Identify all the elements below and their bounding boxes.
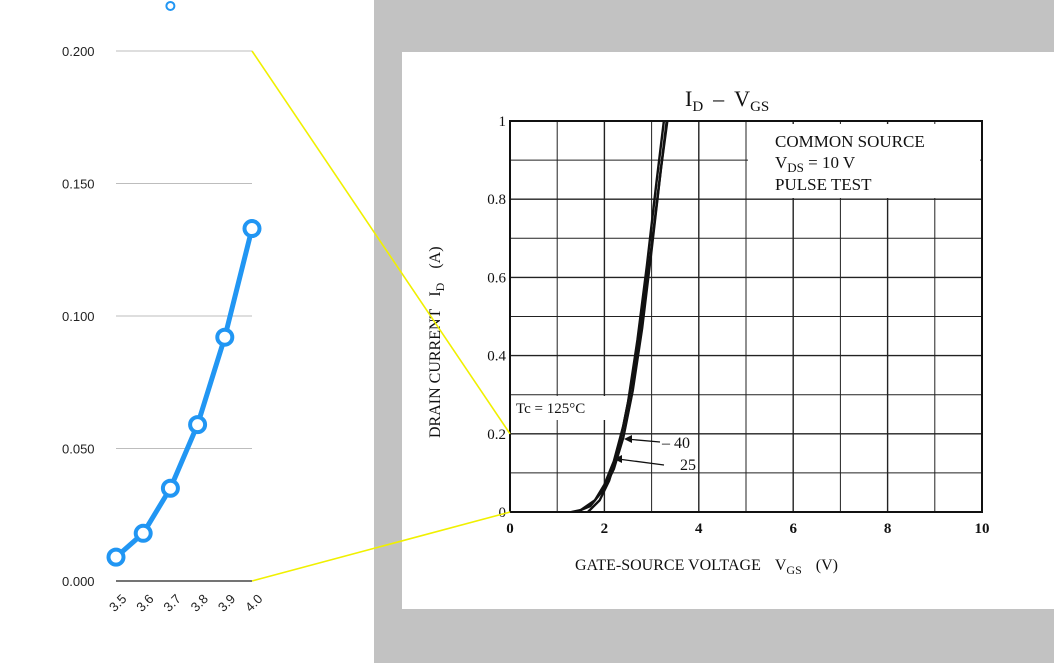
curve-label-minus40: – 40 bbox=[624, 435, 690, 452]
left-y-tick: 0.200 bbox=[62, 44, 95, 59]
annotation-box bbox=[748, 124, 980, 198]
left-y-tick: 0.100 bbox=[62, 309, 95, 324]
left-y-tick: 0.000 bbox=[62, 574, 95, 589]
datasheet-x-tick: 10 bbox=[975, 521, 990, 537]
left-y-tick-labels: 0.000 0.050 0.100 0.150 0.200 bbox=[62, 44, 95, 589]
chart-title: ID – VGS bbox=[685, 86, 769, 115]
datasheet-curve-125 bbox=[587, 121, 666, 512]
left-clipped-point bbox=[165, 0, 176, 11]
left-x-tick-labels: 3.5 3.6 3.7 3.8 3.9 4.0 bbox=[106, 591, 265, 614]
datasheet-x-tick: 8 bbox=[884, 521, 892, 537]
left-x-tick: 3.8 bbox=[188, 591, 211, 614]
datasheet-y-tick: 1 bbox=[499, 114, 507, 130]
left-x-tick: 3.5 bbox=[106, 591, 129, 614]
datasheet-x-tick: 2 bbox=[601, 521, 609, 537]
left-y-tick: 0.050 bbox=[62, 442, 95, 457]
datasheet-x-tick-labels: 0 2 4 6 8 10 bbox=[506, 521, 989, 537]
datasheet-y-tick: 0 bbox=[499, 505, 507, 521]
y-axis-label: DRAIN CURRENTID(A) bbox=[427, 246, 447, 438]
left-data-point bbox=[106, 547, 126, 567]
datasheet-curve-25 bbox=[575, 121, 668, 512]
left-x-tick: 4.0 bbox=[242, 591, 265, 614]
left-data-point bbox=[215, 327, 235, 347]
connector-top bbox=[251, 50, 511, 435]
connector-bottom bbox=[251, 511, 511, 582]
datasheet-grid bbox=[510, 121, 982, 512]
datasheet-y-tick: 0.2 bbox=[487, 427, 506, 443]
datasheet-y-tick-labels: 0 0.2 0.4 0.6 0.8 1 bbox=[487, 114, 506, 521]
tc-label-box bbox=[512, 396, 608, 420]
plot-frame bbox=[509, 120, 983, 513]
left-y-tick: 0.150 bbox=[62, 177, 95, 192]
datasheet-x-tick: 6 bbox=[789, 521, 797, 537]
left-data-point bbox=[188, 415, 208, 435]
left-series-points bbox=[106, 0, 262, 567]
left-x-tick: 3.6 bbox=[133, 591, 156, 614]
left-data-point bbox=[160, 478, 180, 498]
datasheet-curve--40 bbox=[571, 121, 669, 512]
x-axis-label: GATE-SOURCE VOLTAGE VGS (V) bbox=[575, 557, 838, 577]
annotation-common-source: COMMON SOURCE bbox=[775, 132, 925, 151]
tc-label: Tc = 125°C bbox=[516, 401, 585, 417]
label-25: 25 bbox=[680, 457, 696, 474]
annotation-vds: VDS = 10 V bbox=[775, 153, 856, 175]
datasheet-x-tick: 0 bbox=[506, 521, 514, 537]
zoomed-line-chart: 0.000 0.050 0.100 0.150 0.200 3.5 3.6 3.7 3.8 3.… bbox=[62, 0, 265, 615]
curve-label-25: 25 bbox=[614, 455, 696, 474]
left-data-point bbox=[242, 219, 262, 239]
left-x-tick: 3.9 bbox=[215, 591, 238, 614]
datasheet-curves bbox=[571, 121, 669, 512]
zoom-connectors bbox=[251, 50, 511, 582]
label-minus40: – 40 bbox=[661, 435, 690, 452]
left-data-point bbox=[133, 523, 153, 543]
datasheet-y-tick: 0.8 bbox=[487, 192, 506, 208]
left-x-tick: 3.7 bbox=[160, 591, 183, 614]
datasheet-chart: ID – VGS 0 0.2 0.4 0.6 0.8 1 0 2 4 6 8 10 COMMON SOU… bbox=[427, 86, 990, 577]
left-series-line bbox=[113, 226, 255, 560]
datasheet-x-tick: 4 bbox=[695, 521, 703, 537]
annotation-pulse-test: PULSE TEST bbox=[775, 175, 872, 194]
datasheet-y-tick: 0.4 bbox=[487, 349, 506, 365]
datasheet-y-tick: 0.6 bbox=[487, 270, 506, 286]
